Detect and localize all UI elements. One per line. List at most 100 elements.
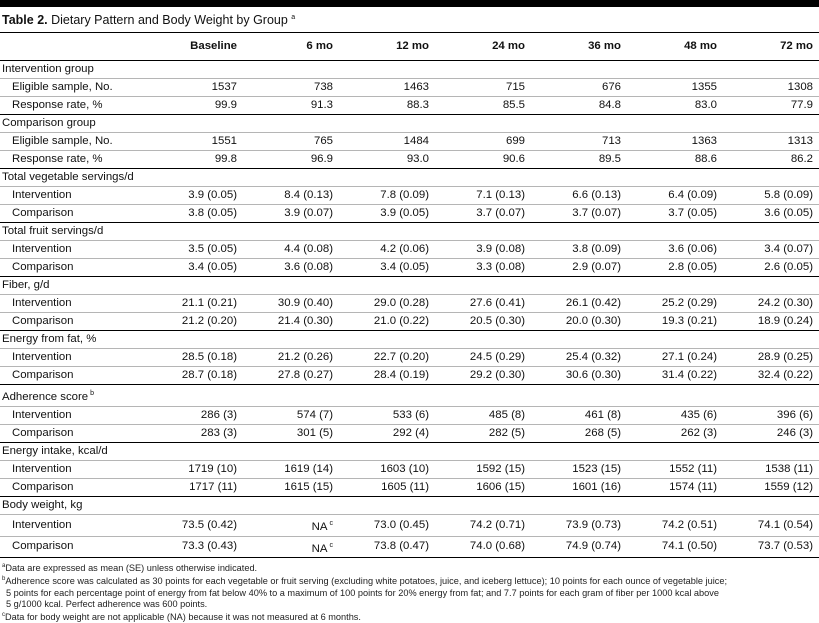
cell-value: 283 (3) bbox=[200, 426, 237, 439]
table-cell: 1523 (15) bbox=[531, 460, 627, 479]
table-cell: 676 bbox=[531, 78, 627, 97]
table-cell: 77.9 bbox=[723, 96, 819, 115]
column-header: 48 mo bbox=[684, 40, 717, 52]
table-cell: 74.1 (0.54) bbox=[723, 514, 819, 537]
cell-value: 715 bbox=[505, 81, 525, 93]
table-cell: 24.2 (0.30) bbox=[723, 294, 819, 313]
table-cell: 3.9 (0.07) bbox=[243, 204, 339, 223]
cell-value: 20.5 (0.30) bbox=[469, 315, 525, 327]
table-cell: 21.2 (0.20) bbox=[147, 312, 243, 331]
cell-value: 1601 (16) bbox=[572, 480, 621, 493]
table-cell: 292 (4) bbox=[339, 424, 435, 443]
table-cell: 283 (3) bbox=[147, 424, 243, 443]
cell-value: 1574 (11) bbox=[669, 480, 717, 493]
footnote-mark: b bbox=[2, 576, 6, 583]
column-header: 24 mo bbox=[492, 40, 525, 52]
cell-value: 21.0 (0.22) bbox=[373, 315, 429, 327]
row-label: Intervention bbox=[0, 348, 147, 367]
table-cell: 3.8 (0.05) bbox=[147, 204, 243, 223]
group-label: Energy intake, kcal/d bbox=[0, 442, 819, 461]
table-cell: 1551 bbox=[147, 132, 243, 151]
table-cell: 574 (7) bbox=[243, 406, 339, 425]
table-cell: 6.4 (0.09) bbox=[627, 186, 723, 205]
cell-value: 2.8 (0.05) bbox=[668, 261, 717, 273]
table-cell: 22.7 (0.20) bbox=[339, 348, 435, 367]
table-cell: NA c bbox=[243, 536, 339, 559]
cell-value: 21.1 (0.21) bbox=[181, 297, 237, 309]
cell-value: 5.8 (0.09) bbox=[764, 189, 813, 201]
cell-value: 3.9 (0.07) bbox=[284, 207, 333, 219]
table-label: Table 2. bbox=[2, 13, 48, 28]
table-title: Dietary Pattern and Body Weight by Group bbox=[51, 13, 288, 28]
table-cell: 5.8 (0.09) bbox=[723, 186, 819, 205]
cell-value: 73.5 (0.42) bbox=[181, 518, 237, 531]
cell-value: 22.7 (0.20) bbox=[373, 351, 429, 363]
group-label-text: Comparison group bbox=[2, 117, 96, 129]
cell-value: 25.2 (0.29) bbox=[661, 297, 717, 309]
table-cell: 1463 bbox=[339, 78, 435, 97]
row-label: Eligible sample, No. bbox=[0, 78, 147, 97]
table-cell: 713 bbox=[531, 132, 627, 151]
cell-value: 29.2 (0.30) bbox=[469, 369, 525, 381]
group-label-text: Intervention group bbox=[2, 63, 94, 75]
cell-value: 1313 bbox=[787, 135, 813, 147]
cell-value: NA bbox=[311, 520, 328, 533]
cell-value: 396 (6) bbox=[776, 408, 813, 421]
row-label: Response rate, % bbox=[0, 150, 147, 169]
table-cell: 1601 (16) bbox=[531, 478, 627, 497]
table-cell: 26.1 (0.42) bbox=[531, 294, 627, 313]
table-cell: 30.9 (0.40) bbox=[243, 294, 339, 313]
table-cell: 3.6 (0.06) bbox=[627, 240, 723, 259]
cell-value: 30.6 (0.30) bbox=[565, 369, 621, 381]
table-cell: 1606 (15) bbox=[435, 478, 531, 497]
table-cell: 3.8 (0.09) bbox=[531, 240, 627, 259]
cell-value: 485 (8) bbox=[488, 408, 525, 421]
row-label: Comparison bbox=[0, 204, 147, 223]
table-cell: NA c bbox=[243, 514, 339, 537]
cell-value: 1559 (12) bbox=[764, 480, 813, 493]
cell-value: 3.7 (0.05) bbox=[668, 207, 717, 219]
cell-value: 3.4 (0.05) bbox=[380, 261, 429, 273]
cell-value: 1537 bbox=[211, 81, 237, 93]
footnote-text: Adherence score was calculated as 30 poi… bbox=[5, 576, 727, 587]
table-row: Intervention 286 (3) 574 (7) 533 (6) 485 (8)… bbox=[0, 406, 819, 425]
cell-value: 3.8 (0.09) bbox=[572, 243, 621, 255]
cell-value: 8.4 (0.13) bbox=[284, 189, 333, 201]
table-cell: 74.9 (0.74) bbox=[531, 536, 627, 559]
column-header: 6 mo bbox=[306, 40, 333, 52]
cell-value: 7.8 (0.09) bbox=[380, 189, 429, 201]
row-label: Comparison bbox=[0, 258, 147, 277]
table-cell: 88.6 bbox=[627, 150, 723, 169]
footnotes: aData are expressed as mean (SE) unless … bbox=[0, 561, 819, 622]
cell-value: 301 (5) bbox=[296, 426, 333, 439]
table-row: Comparison 3.4 (0.05) 3.6 (0.08) 3.4 (0.05)… bbox=[0, 258, 819, 277]
group-label: Adherence score b bbox=[0, 384, 819, 407]
table-cell: 29.0 (0.28) bbox=[339, 294, 435, 313]
row-label: Intervention bbox=[0, 240, 147, 259]
table-cell: 74.2 (0.71) bbox=[435, 514, 531, 537]
footnote-mark: a bbox=[2, 563, 6, 570]
table-cell: 1537 bbox=[147, 78, 243, 97]
table-cell: 262 (3) bbox=[627, 424, 723, 443]
table-cell: 6.6 (0.13) bbox=[531, 186, 627, 205]
cell-value: 3.4 (0.07) bbox=[764, 243, 813, 255]
table-cell: 3.7 (0.07) bbox=[531, 204, 627, 223]
cell-value: 4.2 (0.06) bbox=[380, 243, 429, 255]
cell-value: NA bbox=[311, 542, 328, 555]
top-rule bbox=[0, 0, 819, 7]
cell-value: 3.9 (0.05) bbox=[188, 189, 237, 201]
table-cell: 19.3 (0.21) bbox=[627, 312, 723, 331]
table-cell: 99.9 bbox=[147, 96, 243, 115]
cell-value: 74.1 (0.54) bbox=[757, 518, 813, 531]
table-cell: 73.9 (0.73) bbox=[531, 514, 627, 537]
row-label: Intervention bbox=[0, 294, 147, 313]
table-row: Intervention 3.9 (0.05) 8.4 (0.13) 7.8 (0.0… bbox=[0, 186, 819, 205]
group-label-text: Body weight, kg bbox=[2, 498, 83, 511]
table-caption: Table 2. Dietary Pattern and Body Weight… bbox=[0, 7, 819, 29]
group-label: Total vegetable servings/d bbox=[0, 168, 819, 187]
table-row: Eligible sample, No. 1537 738 1463 715 676 135… bbox=[0, 78, 819, 97]
cell-value: 24.2 (0.30) bbox=[757, 297, 813, 309]
table-cell: 1592 (15) bbox=[435, 460, 531, 479]
cell-value: 99.8 bbox=[214, 153, 237, 165]
cell-value: 246 (3) bbox=[776, 426, 813, 439]
